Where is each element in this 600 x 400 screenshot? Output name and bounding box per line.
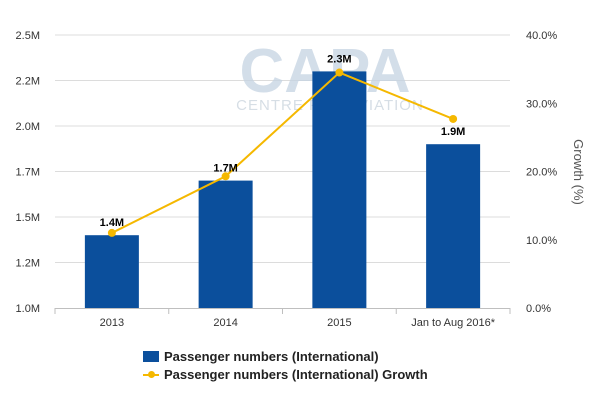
right-tick-label: 30.0% (526, 98, 557, 110)
right-tick-label: 10.0% (526, 235, 557, 247)
growth-point[interactable] (221, 172, 230, 181)
bar-series (84, 71, 481, 309)
bar[interactable] (426, 144, 481, 308)
growth-point[interactable] (335, 68, 344, 77)
x-tick-label: 2014 (213, 317, 237, 329)
left-tick-label: 1.5M (16, 212, 40, 224)
bar-data-label: 1.4M (100, 217, 124, 229)
x-tick-label: Jan to Aug 2016* (411, 317, 496, 329)
left-axis-ticks: 1.0M 1.2M 1.5M 1.7M 2.0M 2.2M 2.5M (16, 30, 40, 315)
legend: Passenger numbers (International) Passen… (143, 347, 428, 383)
left-tick-label: 2.0M (16, 121, 40, 133)
legend-bar-swatch (143, 350, 159, 362)
bar-data-label: 1.9M (441, 126, 465, 138)
x-tick-label: 2013 (100, 317, 124, 329)
right-tick-label: 0.0% (526, 303, 551, 315)
legend-label-bar: Passenger numbers (International) (164, 348, 379, 364)
x-axis: 2013 2014 2015 Jan to Aug 2016* (54, 308, 511, 329)
data-labels: 1.4M 1.7M 2.3M 1.9M (100, 53, 466, 229)
legend-item-bar[interactable]: Passenger numbers (International) (143, 347, 428, 365)
left-tick-label: 2.2M (16, 76, 40, 88)
bar[interactable] (84, 235, 139, 308)
growth-point[interactable] (107, 228, 116, 237)
bar-data-label: 1.7M (213, 163, 237, 175)
left-tick-label: 2.5M (16, 30, 40, 42)
right-axis-title: Growth (%) (571, 139, 586, 205)
bar[interactable] (198, 180, 253, 308)
left-tick-label: 1.2M (16, 258, 40, 270)
left-tick-label: 1.0M (16, 303, 40, 315)
bar-data-label: 2.3M (327, 53, 351, 65)
left-tick-label: 1.7M (16, 167, 40, 179)
bar[interactable] (312, 71, 367, 309)
x-tick-label: 2015 (327, 317, 351, 329)
right-tick-label: 20.0% (526, 167, 557, 179)
legend-label-line: Passenger numbers (International) Growth (164, 366, 428, 382)
growth-line (111, 71, 454, 234)
right-axis-ticks: 0.0% 10.0% 20.0% 30.0% 40.0% (526, 30, 557, 315)
legend-item-line[interactable]: Passenger numbers (International) Growth (143, 365, 428, 383)
line-series (107, 68, 458, 237)
right-tick-label: 40.0% (526, 30, 557, 42)
growth-point[interactable] (449, 114, 458, 123)
legend-line-swatch (143, 369, 159, 380)
